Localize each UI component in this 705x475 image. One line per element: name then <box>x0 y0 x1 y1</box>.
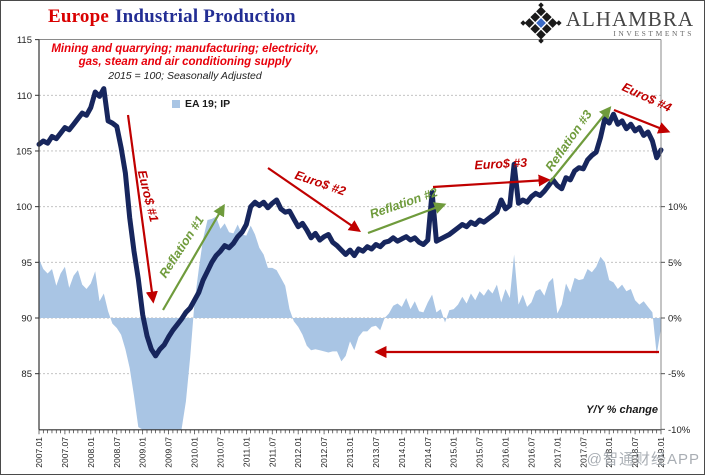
annotation-eurodollar-4-label: Euro$ #4 <box>620 80 674 115</box>
x-axis-tick-label: 2017.01 <box>552 437 562 468</box>
left-axis-tick-label: 115 <box>17 35 32 46</box>
left-axis-tick-label: 110 <box>17 91 32 102</box>
logo-name: ALHAMBRA <box>565 7 694 31</box>
subtitle-index-note: 2015 = 100; Seasonally Adjusted <box>108 70 262 82</box>
x-axis-tick-label: 2014.07 <box>423 437 433 468</box>
alhambra-logo-text: ALHAMBRA INVESTMENTS <box>566 8 694 38</box>
watermark: @智通财经APP <box>586 451 700 468</box>
right-axis-tick-label: -5% <box>668 369 685 380</box>
x-axis-tick-label: 2015.01 <box>449 437 459 468</box>
annotation-reflation-2-arrow <box>367 202 447 235</box>
page-title: Europe Industrial Production <box>48 6 296 28</box>
x-axis-tick-label: 2011.01 <box>241 437 251 467</box>
x-axis-tick-label: 2018.07 <box>630 437 640 468</box>
subtitle-line-2: gas, steam and air conditioning supply <box>78 56 292 68</box>
left-axis-tick-label: 105 <box>16 146 32 157</box>
x-axis-tick-label: 2008.01 <box>86 437 96 468</box>
axis-labels: 115 110 105 100 95 90 85 10% 5% 0% -5% -10% 2007.01 2… <box>16 35 691 468</box>
alhambra-diamond-icon <box>520 2 562 44</box>
annotation-eurodollar-4-arrow <box>613 108 671 134</box>
x-axis-tick-label: 2015.07 <box>475 437 485 468</box>
x-axis-tick-label: 2009.01 <box>138 437 148 468</box>
x-axis-tick-label: 2009.07 <box>164 437 174 468</box>
x-axis-tick-label: 2018.01 <box>604 437 614 468</box>
alhambra-logo: ALHAMBRA INVESTMENTS <box>520 2 694 44</box>
title-emphasis: Europe <box>48 6 110 27</box>
x-axis-tick-label: 2007.01 <box>34 437 44 468</box>
x-axis-tick-label: 2017.07 <box>578 437 588 468</box>
x-axis-tick-label: 2019.01 <box>656 437 666 468</box>
x-axis-tick-label: 2012.07 <box>319 437 329 468</box>
yoy-axis-caption: Y/Y % change <box>586 404 658 416</box>
x-axis-tick-label: 2008.07 <box>112 437 122 468</box>
right-axis-tick-label: -10% <box>668 425 691 436</box>
x-axis-tick-label: 2010.01 <box>190 437 200 468</box>
annotation-eurodollar-3-label: Euro$ #3 <box>474 156 528 173</box>
right-axis-tick-label: 0% <box>668 314 682 325</box>
x-axis-tick-label: 2012.01 <box>293 437 303 468</box>
annotation-reflation-3-arrow <box>549 106 612 183</box>
left-axis-tick-label: 85 <box>21 369 32 380</box>
x-axis-tick-label: 2014.01 <box>397 437 407 468</box>
x-axis-tick-label: 2011.07 <box>267 437 277 467</box>
left-axis-tick-label: 100 <box>16 202 32 213</box>
x-axis-tick-label: 2010.07 <box>215 437 225 468</box>
annotation-eurodollar-3-arrow <box>432 174 551 189</box>
x-axis-tick-label: 2013.07 <box>371 437 381 468</box>
right-axis-tick-label: 5% <box>668 258 682 269</box>
x-axis-tick-label: 2013.01 <box>345 437 355 468</box>
chart-subtitle: Mining and quarrying; manufacturing; ele… <box>39 43 331 83</box>
axes <box>35 39 665 435</box>
legend-label: EA 19; IP <box>185 98 231 110</box>
annotation-eurodollar-1-arrow <box>126 114 158 304</box>
subtitle-line-1: Mining and quarrying; manufacturing; ele… <box>51 43 319 55</box>
yoy-area-series <box>39 216 661 430</box>
right-axis-tick-label: 10% <box>668 202 688 213</box>
logo-subtitle: INVESTMENTS <box>613 29 694 38</box>
x-axis-tick-label: 2007.07 <box>60 437 70 468</box>
left-axis-tick-label: 90 <box>21 314 32 325</box>
title-rest: Industrial Production <box>115 6 296 27</box>
index-line-series <box>36 86 664 359</box>
left-axis-tick-label: 95 <box>21 258 32 269</box>
annotation-eurodollar-2-arrow <box>267 167 361 233</box>
annotation-reflation-1-arrow <box>162 203 225 311</box>
x-axis-tick-label: 2016.07 <box>526 437 536 468</box>
legend-swatch <box>172 100 180 108</box>
annotation-eurodollar-2-label: Euro$ #2 <box>293 168 348 198</box>
gridlines <box>39 39 661 375</box>
x-axis-tick-label: 2016.01 <box>501 437 511 468</box>
chart-legend: EA 19; IP <box>172 98 230 110</box>
